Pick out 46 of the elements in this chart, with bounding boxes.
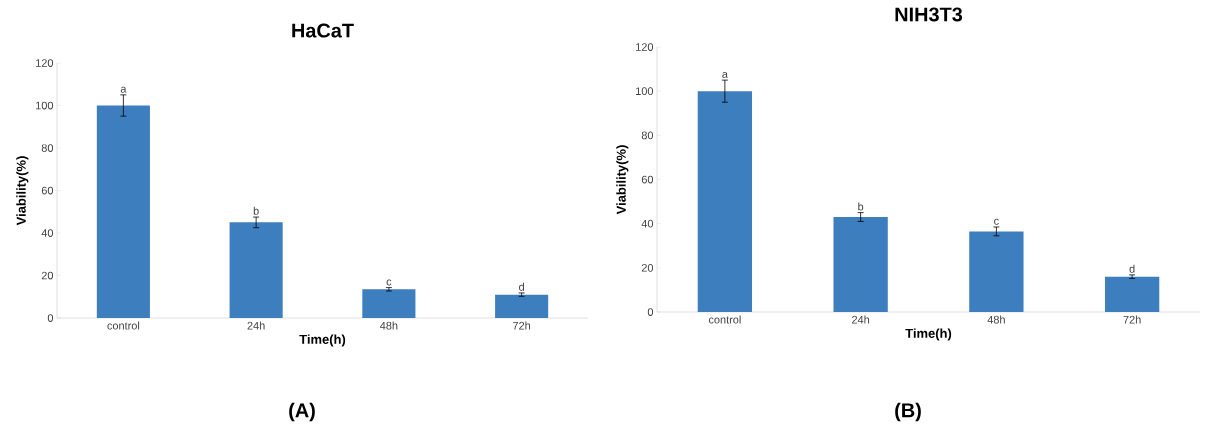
y-tick-label: 60 bbox=[641, 175, 654, 184]
bar bbox=[96, 105, 150, 318]
bar bbox=[1104, 276, 1160, 312]
y-tick-label: 20 bbox=[641, 263, 654, 272]
y-tick-label: 40 bbox=[641, 219, 654, 228]
x-tick-label: control bbox=[107, 321, 140, 330]
x-tick-label: control bbox=[708, 315, 741, 324]
bar bbox=[495, 294, 549, 318]
text: (B) bbox=[895, 402, 921, 422]
bar bbox=[362, 289, 416, 318]
annotation: a bbox=[722, 71, 728, 78]
annotation: a bbox=[120, 86, 127, 93]
x-tick-label: 72h bbox=[1123, 315, 1141, 324]
y-tick-label: 40 bbox=[41, 229, 54, 237]
y-tick-label: 0 bbox=[47, 314, 54, 322]
y-axis-title: Viability(%) bbox=[616, 145, 629, 215]
annotation: d bbox=[519, 282, 524, 291]
x-tick-label: 24h bbox=[852, 315, 870, 324]
y-tick-label: 100 bbox=[636, 87, 654, 96]
y-tick-label: 120 bbox=[636, 43, 654, 51]
chart-title: NIH3T3 bbox=[895, 7, 963, 22]
annotation: b bbox=[858, 202, 864, 211]
annotation: b bbox=[253, 206, 259, 215]
x-axis-title: Time(h) bbox=[905, 328, 952, 341]
x-tick-label: 48h bbox=[987, 315, 1005, 324]
y-tick-label: 60 bbox=[41, 186, 54, 195]
bar bbox=[969, 231, 1024, 312]
x-tick-label: 72h bbox=[513, 321, 531, 330]
y-tick-label: 20 bbox=[41, 271, 54, 280]
bar bbox=[833, 217, 888, 312]
y-tick-label: 80 bbox=[41, 144, 54, 152]
annotation: d bbox=[1129, 264, 1135, 273]
annotation: c bbox=[994, 218, 999, 225]
bar bbox=[229, 222, 283, 318]
bar bbox=[697, 91, 753, 312]
y-tick-label: 100 bbox=[36, 101, 54, 110]
x-tick-label: 48h bbox=[379, 321, 398, 330]
y-axis-title: Viability(%) bbox=[16, 156, 29, 226]
x-axis-title: Time(h) bbox=[299, 334, 346, 347]
annotation: c bbox=[386, 279, 392, 286]
x-tick-label: 24h bbox=[247, 321, 265, 330]
y-tick-label: 120 bbox=[36, 59, 54, 67]
chart-title: HaCaT bbox=[292, 23, 354, 38]
text: (A) bbox=[289, 402, 315, 422]
y-tick-label: 80 bbox=[641, 131, 654, 140]
y-tick-label: 0 bbox=[647, 308, 654, 316]
